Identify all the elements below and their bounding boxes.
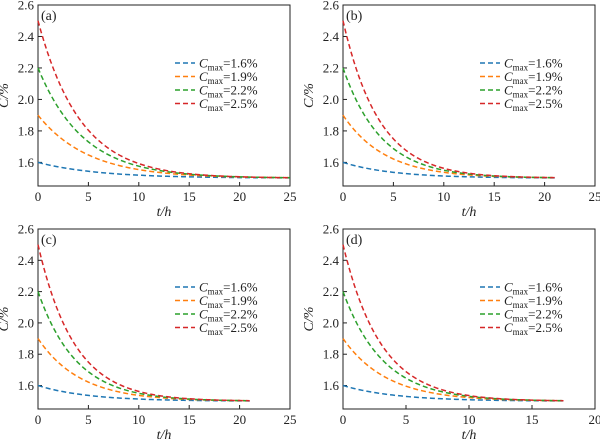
chart-panel-2: 0 5 10 15 20 25 1.6 1.8 2.0 2.2 2.4 2.6 t/h C/% (b) Cma… xyxy=(302,0,600,220)
x-tick-label: 5 xyxy=(390,189,397,204)
series-line xyxy=(37,244,250,402)
plot-frame xyxy=(37,228,291,410)
legend-entry: Cmax=1.9% xyxy=(504,293,563,310)
plot-frame xyxy=(342,4,596,187)
x-tick-label: 0 xyxy=(340,412,347,427)
y-tick-label: 2.4 xyxy=(323,253,340,268)
series-line xyxy=(342,20,555,179)
y-tick-label: 2.2 xyxy=(18,284,34,299)
series-line xyxy=(342,291,564,402)
panel-label: (b) xyxy=(346,9,363,24)
x-tick-label: 0 xyxy=(35,189,42,204)
x-tick-label: 15 xyxy=(183,189,196,204)
panel-label: (c) xyxy=(41,233,57,248)
series-line xyxy=(37,114,291,179)
series-line xyxy=(342,338,564,402)
legend-entry: Cmax=1.6% xyxy=(504,280,563,297)
y-tick-label: 2.2 xyxy=(323,60,339,75)
legend-entry: Cmax=1.6% xyxy=(504,56,563,73)
x-tick-label: 10 xyxy=(132,189,145,204)
x-tick-label: 10 xyxy=(437,189,450,204)
y-axis-label: C/% xyxy=(302,307,317,332)
y-axis-label: C/% xyxy=(0,83,12,108)
legend-entry: Cmax=2.2% xyxy=(199,307,258,324)
x-tick-label: 15 xyxy=(183,412,196,427)
legend: Cmax=1.6%Cmax=1.9%Cmax=2.2%Cmax=2.5% xyxy=(480,280,563,337)
y-tick-label: 2.0 xyxy=(323,92,339,107)
x-axis-label: t/h xyxy=(462,428,477,439)
x-tick-label: 5 xyxy=(85,412,92,427)
chart-panel-1: 0 5 10 15 20 25 1.6 1.8 2.0 2.2 2.4 2.6 t/h C/% (a) Cma… xyxy=(0,0,297,220)
y-tick-label: 2.4 xyxy=(18,253,35,268)
x-tick-label: 0 xyxy=(340,189,347,204)
y-tick-label: 1.6 xyxy=(323,378,340,393)
legend-entry: Cmax=2.2% xyxy=(199,83,258,100)
y-tick-label: 1.8 xyxy=(323,123,339,138)
legend-entry: Cmax=2.5% xyxy=(504,320,563,337)
x-tick-label: 0 xyxy=(35,412,42,427)
y-tick-label: 2.6 xyxy=(18,0,35,13)
legend: Cmax=1.6%Cmax=1.9%Cmax=2.2%Cmax=2.5% xyxy=(175,56,258,113)
chart-panel-4: 0 5 10 15 20 1.6 1.8 2.0 2.2 2.4 2.6 t/h C/% (d) Cmax=… xyxy=(302,222,600,439)
y-tick-label: 1.6 xyxy=(323,155,340,170)
y-tick-label: 1.8 xyxy=(18,123,34,138)
y-tick-label: 2.0 xyxy=(18,92,34,107)
legend-entry: Cmax=2.2% xyxy=(504,307,563,324)
x-tick-label: 15 xyxy=(488,189,501,204)
y-tick-label: 2.4 xyxy=(323,29,340,44)
legend-entry: Cmax=2.5% xyxy=(504,96,563,113)
legend: Cmax=1.6%Cmax=1.9%Cmax=2.2%Cmax=2.5% xyxy=(480,56,563,113)
y-axis-label: C/% xyxy=(0,307,12,332)
legend-entry: Cmax=1.6% xyxy=(199,280,258,297)
y-tick-label: 1.6 xyxy=(18,378,35,393)
legend: Cmax=1.6%Cmax=1.9%Cmax=2.2%Cmax=2.5% xyxy=(175,280,258,337)
y-tick-label: 2.4 xyxy=(18,29,35,44)
x-tick-label: 5 xyxy=(403,412,410,427)
x-axis-label: t/h xyxy=(157,205,172,220)
x-tick-label: 5 xyxy=(85,189,92,204)
y-tick-label: 2.2 xyxy=(323,284,339,299)
x-tick-label: 25 xyxy=(284,412,297,427)
y-tick-label: 2.6 xyxy=(323,222,340,237)
legend-entry: Cmax=1.6% xyxy=(199,56,258,73)
y-tick-label: 2.6 xyxy=(323,0,340,13)
x-tick-label: 25 xyxy=(284,189,297,204)
y-tick-label: 2.0 xyxy=(323,315,339,330)
x-axis-label: t/h xyxy=(157,428,172,439)
x-tick-label: 20 xyxy=(233,412,246,427)
series-line xyxy=(342,114,555,179)
legend-entry: Cmax=1.9% xyxy=(504,69,563,86)
legend-entry: Cmax=1.9% xyxy=(199,69,258,86)
chart-panel-3: 0 5 10 15 20 25 1.6 1.8 2.0 2.2 2.4 2.6 t/h C/% (c) Cma… xyxy=(0,222,297,439)
panel-label: (a) xyxy=(41,9,57,24)
series-line xyxy=(37,67,291,179)
x-tick-label: 25 xyxy=(589,189,600,204)
legend-entry: Cmax=1.9% xyxy=(199,293,258,310)
panel-label: (d) xyxy=(346,233,363,248)
series-line xyxy=(342,244,564,402)
x-tick-label: 20 xyxy=(538,189,551,204)
x-tick-label: 15 xyxy=(526,412,539,427)
x-axis-label: t/h xyxy=(462,205,477,220)
y-tick-label: 1.6 xyxy=(18,155,35,170)
y-tick-label: 2.2 xyxy=(18,60,34,75)
y-tick-label: 1.8 xyxy=(18,347,34,362)
y-tick-label: 2.0 xyxy=(18,315,34,330)
y-tick-label: 1.8 xyxy=(323,347,339,362)
x-tick-label: 10 xyxy=(463,412,476,427)
legend-entry: Cmax=2.2% xyxy=(504,83,563,100)
series-line xyxy=(37,20,291,179)
plot-frame xyxy=(37,4,291,187)
y-axis-label: C/% xyxy=(302,83,317,108)
legend-entry: Cmax=2.5% xyxy=(199,96,258,113)
legend-entry: Cmax=2.5% xyxy=(199,320,258,337)
x-tick-label: 10 xyxy=(132,412,145,427)
y-tick-label: 2.6 xyxy=(18,222,35,237)
x-tick-label: 20 xyxy=(589,412,600,427)
series-line xyxy=(37,338,250,402)
x-tick-label: 20 xyxy=(233,189,246,204)
